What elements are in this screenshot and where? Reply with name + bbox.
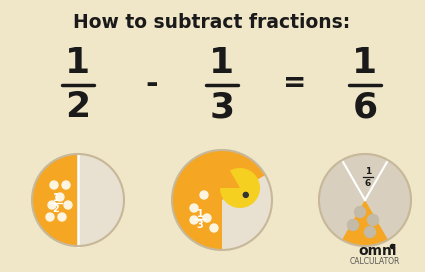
Circle shape	[203, 214, 211, 222]
Text: How to subtract fractions:: How to subtract fractions:	[74, 13, 351, 32]
Text: 1: 1	[197, 209, 204, 219]
Text: 6: 6	[352, 90, 377, 124]
Text: CALCULATOR: CALCULATOR	[350, 258, 400, 267]
Circle shape	[64, 201, 72, 209]
Text: 1: 1	[352, 46, 377, 80]
Circle shape	[210, 224, 218, 232]
Circle shape	[58, 213, 66, 221]
Text: 3: 3	[210, 90, 235, 124]
Wedge shape	[172, 150, 265, 250]
Circle shape	[62, 181, 70, 189]
Text: 3: 3	[197, 220, 204, 230]
Circle shape	[365, 227, 376, 237]
Circle shape	[172, 150, 272, 250]
Circle shape	[46, 213, 54, 221]
Text: 1: 1	[365, 168, 371, 177]
Text: 2: 2	[53, 204, 60, 214]
Text: =: =	[283, 69, 307, 97]
Text: 6: 6	[365, 178, 371, 187]
Circle shape	[200, 191, 208, 199]
Circle shape	[32, 154, 124, 246]
Wedge shape	[342, 200, 388, 246]
Circle shape	[348, 220, 359, 230]
Wedge shape	[220, 168, 260, 208]
Circle shape	[243, 192, 248, 197]
Circle shape	[48, 201, 56, 209]
Circle shape	[319, 154, 411, 246]
Circle shape	[56, 193, 64, 201]
Text: -: -	[146, 70, 158, 100]
Text: 2: 2	[65, 90, 91, 124]
Text: 1: 1	[65, 46, 91, 80]
Circle shape	[368, 215, 379, 225]
Text: omni: omni	[358, 244, 397, 258]
Circle shape	[354, 206, 366, 218]
Circle shape	[50, 181, 58, 189]
Text: 1: 1	[53, 193, 60, 203]
Circle shape	[190, 204, 198, 212]
Text: 1: 1	[210, 46, 235, 80]
Circle shape	[190, 216, 198, 224]
Wedge shape	[32, 154, 78, 246]
